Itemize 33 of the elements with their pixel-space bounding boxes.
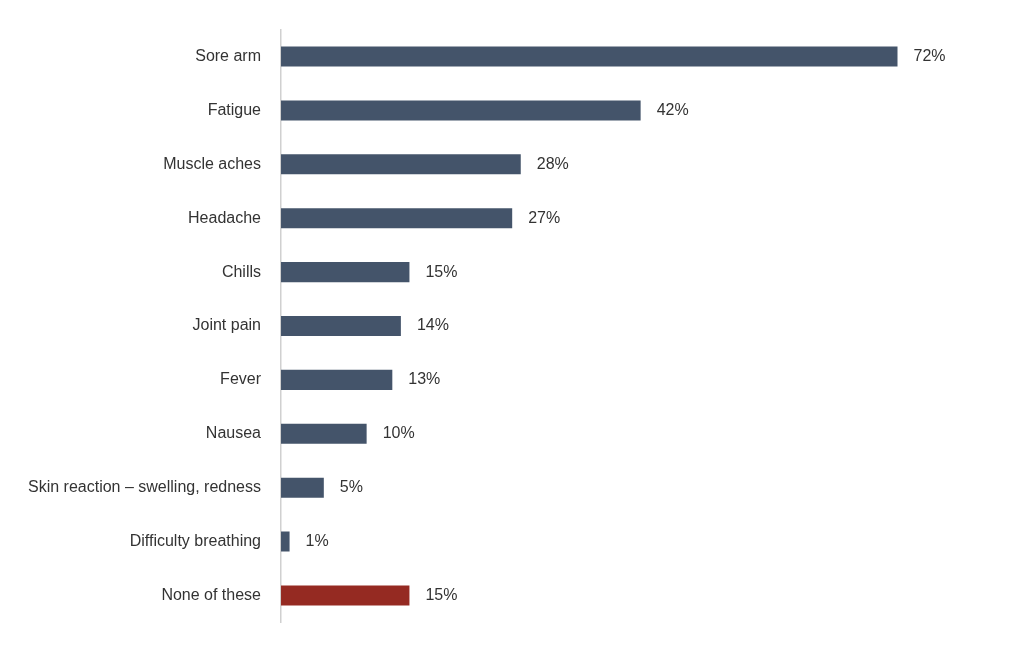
data-label: 28% bbox=[536, 154, 569, 172]
data-label: 42% bbox=[656, 100, 689, 118]
bar bbox=[281, 531, 290, 552]
y-tick-label: Joint pain bbox=[192, 316, 262, 334]
y-tick-label: Fatigue bbox=[207, 100, 262, 118]
data-label: 15% bbox=[425, 585, 458, 603]
data-label: 27% bbox=[528, 208, 561, 226]
bar bbox=[281, 477, 324, 498]
data-label: 1% bbox=[305, 531, 329, 549]
y-tick-label: Skin reaction – swelling, redness bbox=[27, 478, 262, 496]
y-tick-label: Nausea bbox=[205, 424, 262, 442]
bar bbox=[281, 262, 410, 283]
y-tick-label: Sore arm bbox=[195, 46, 262, 64]
bar bbox=[281, 369, 393, 390]
bar bbox=[281, 585, 410, 606]
y-tick-label: Fever bbox=[220, 370, 262, 388]
y-tick-label: None of these bbox=[161, 585, 262, 603]
bar bbox=[281, 423, 367, 444]
y-tick-label: Muscle aches bbox=[163, 154, 262, 172]
y-tick-label: Chills bbox=[221, 262, 262, 280]
data-label: 10% bbox=[382, 424, 415, 442]
data-label: 14% bbox=[416, 316, 449, 334]
data-label: 5% bbox=[339, 478, 363, 496]
y-tick-label: Difficulty breathing bbox=[129, 531, 262, 549]
bar bbox=[281, 46, 898, 67]
data-label: 72% bbox=[913, 46, 946, 64]
bar bbox=[281, 154, 521, 175]
y-tick-label: Headache bbox=[188, 208, 262, 226]
bar bbox=[281, 100, 641, 121]
bar bbox=[281, 208, 513, 229]
data-label: 13% bbox=[408, 370, 441, 388]
data-label: 15% bbox=[425, 262, 458, 280]
bar bbox=[281, 315, 401, 337]
